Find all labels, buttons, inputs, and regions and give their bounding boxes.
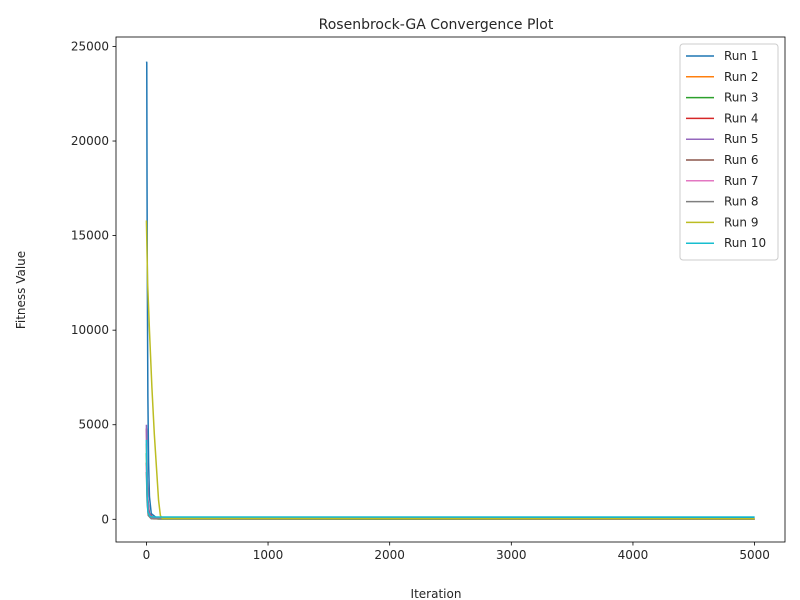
legend-label-run-2: Run 2 xyxy=(724,70,758,84)
chart-title: Rosenbrock-GA Convergence Plot xyxy=(319,17,554,33)
x-tick-label: 2000 xyxy=(374,548,405,562)
x-tick-label: 4000 xyxy=(618,548,649,562)
legend-label-run-9: Run 9 xyxy=(724,215,758,229)
y-tick-label: 20000 xyxy=(71,134,109,148)
x-axis-title: Iteration xyxy=(411,587,462,600)
x-axis: 0 1000 2000 3000 4000 5000 xyxy=(143,542,770,562)
plot-area xyxy=(115,36,786,543)
series-line-run-1 xyxy=(145,61,755,519)
legend-label-run-10: Run 10 xyxy=(724,236,766,250)
series-line-run-10 xyxy=(145,439,755,518)
plot-frame xyxy=(115,36,786,543)
y-tick-label: 10000 xyxy=(71,323,109,337)
x-tick-label: 5000 xyxy=(739,548,770,562)
legend-label-run-5: Run 5 xyxy=(724,132,758,146)
legend-label-run-4: Run 4 xyxy=(724,111,758,125)
x-tick-label: 1000 xyxy=(253,548,284,562)
x-tick-label: 0 xyxy=(143,548,151,562)
plot-background xyxy=(116,37,785,542)
y-tick-label: 5000 xyxy=(78,418,109,432)
y-tick-label: 15000 xyxy=(71,229,109,243)
series-layer xyxy=(145,61,755,520)
y-axis-title: Fitness Value xyxy=(14,251,28,329)
y-tick-label: 0 xyxy=(101,512,109,526)
x-tick-label: 3000 xyxy=(496,548,527,562)
legend: Run 1 Run 2 Run 3 Run 4 Run 5 Run 6 Run 7 Run 8… xyxy=(679,43,779,261)
y-axis: 0 5000 10000 15000 20000 25000 xyxy=(71,39,116,526)
legend-label-run-1: Run 1 xyxy=(724,49,758,63)
y-tick-label: 25000 xyxy=(71,39,109,53)
legend-label-run-8: Run 8 xyxy=(724,195,758,209)
legend-label-run-3: Run 3 xyxy=(724,91,758,105)
legend-label-run-7: Run 7 xyxy=(724,174,758,188)
legend-label-run-6: Run 6 xyxy=(724,153,758,167)
